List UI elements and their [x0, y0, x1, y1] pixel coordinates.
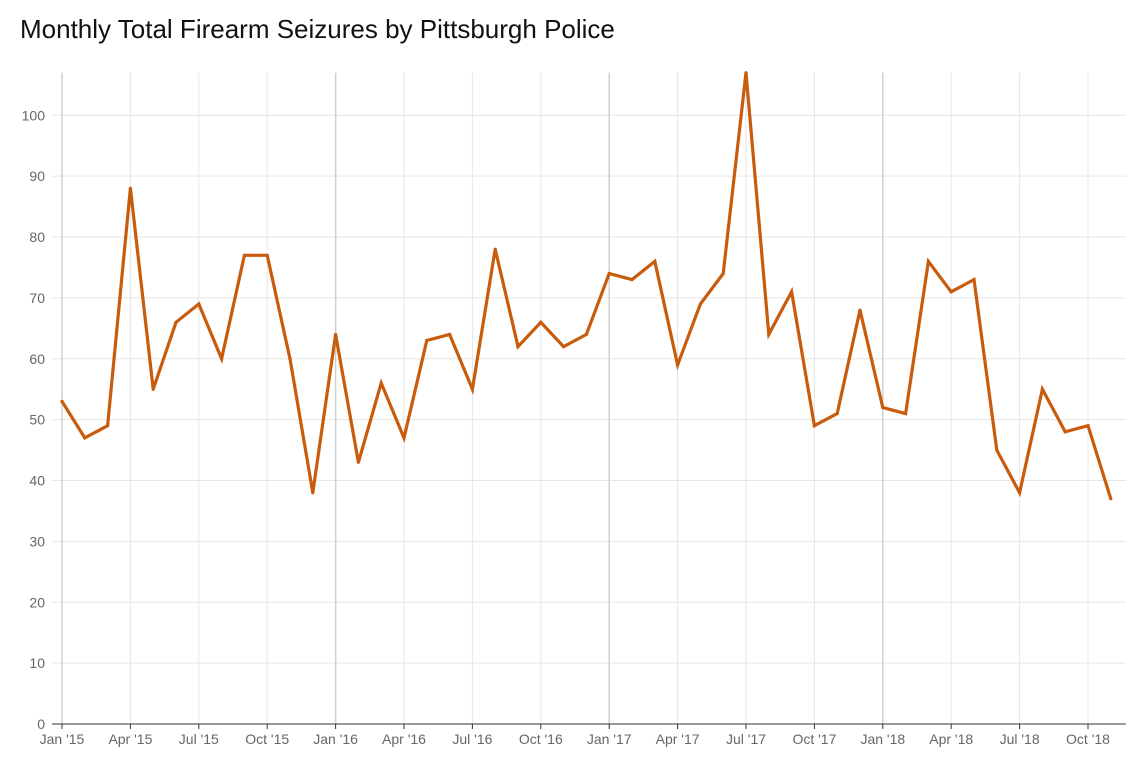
data-point — [106, 424, 110, 428]
data-point — [516, 345, 520, 349]
data-point — [470, 387, 474, 391]
series-line — [60, 72, 1113, 500]
x-tick-label: Jul '18 — [1000, 731, 1040, 747]
y-tick-label: 20 — [29, 594, 45, 610]
x-tick-label: Jan '15 — [40, 731, 85, 747]
data-point — [402, 436, 406, 440]
x-tick-label: Jul '17 — [726, 731, 766, 747]
y-tick-label: 40 — [29, 473, 45, 489]
x-tick-label: Jan '18 — [860, 731, 905, 747]
data-point — [1018, 491, 1022, 495]
data-point — [767, 332, 771, 337]
x-tick-label: Oct '17 — [792, 731, 836, 747]
data-point — [128, 186, 132, 190]
x-tick-label: Jul '16 — [452, 731, 492, 747]
data-point — [858, 308, 862, 312]
data-point — [721, 271, 725, 276]
data-point — [60, 399, 64, 403]
y-gridlines — [52, 114, 1126, 664]
data-point — [539, 320, 543, 324]
x-tick-labels: Jan '15 Apr '15 Jul '15 Oct '15 Jan '16 Apr '… — [40, 731, 1111, 747]
y-tick-labels: 0 10 20 30 40 50 60 70 80 90 100 — [22, 107, 46, 732]
y-tick-label: 10 — [29, 655, 45, 671]
data-point — [790, 290, 794, 294]
data-point — [311, 491, 315, 495]
data-point — [630, 278, 634, 282]
data-point — [493, 247, 497, 251]
data-point — [151, 387, 155, 391]
data-point — [653, 259, 657, 263]
data-point — [744, 71, 748, 75]
data-point — [949, 290, 953, 294]
y-tick-label: 60 — [29, 351, 45, 367]
y-tick-label: 100 — [22, 107, 46, 123]
data-point — [812, 424, 817, 428]
data-point — [379, 381, 383, 385]
data-point — [881, 405, 885, 410]
data-point — [835, 411, 839, 416]
data-point — [83, 436, 87, 440]
data-point — [288, 357, 292, 361]
chart-title: Monthly Total Firearm Seizures by Pittsb… — [20, 14, 615, 44]
data-point — [265, 253, 269, 257]
y-tick-label: 30 — [29, 533, 45, 549]
x-tick-label: Oct '16 — [519, 731, 563, 747]
data-point — [926, 259, 931, 263]
x-tick-label: Oct '18 — [1066, 731, 1110, 747]
y-tick-label: 90 — [29, 168, 45, 184]
data-point — [676, 363, 680, 367]
x-tick-label: Oct '15 — [245, 731, 289, 747]
y-tick-label: 0 — [37, 716, 45, 732]
data-point — [356, 460, 360, 464]
x-tick-label: Jan '16 — [313, 731, 358, 747]
data-point — [1040, 387, 1044, 391]
data-point — [698, 302, 703, 306]
data-point — [220, 357, 224, 361]
data-point — [1086, 424, 1090, 428]
data-point — [425, 338, 429, 343]
data-point — [1109, 497, 1113, 501]
data-point — [607, 271, 611, 276]
y-tick-label: 50 — [29, 412, 45, 428]
x-tick-label: Jul '15 — [179, 731, 219, 747]
x-tick-label: Jan '17 — [587, 731, 632, 747]
data-point — [197, 302, 201, 306]
data-point — [448, 332, 452, 337]
data-point — [242, 253, 246, 257]
data-point — [995, 448, 999, 452]
series-group — [60, 71, 1113, 501]
data-point — [972, 278, 976, 282]
x-tick-label: Apr '16 — [382, 731, 426, 747]
data-point — [334, 332, 338, 337]
y-tick-label: 70 — [29, 290, 45, 306]
x-gridlines — [61, 72, 1089, 729]
data-point — [584, 332, 589, 337]
y-tick-label: 80 — [29, 229, 45, 245]
data-point — [904, 411, 908, 416]
x-tick-label: Apr '18 — [929, 731, 973, 747]
x-tick-label: Apr '15 — [108, 731, 152, 747]
data-point — [174, 320, 178, 324]
data-point — [562, 345, 566, 349]
x-tick-label: Apr '17 — [656, 731, 700, 747]
data-point — [1063, 430, 1067, 434]
